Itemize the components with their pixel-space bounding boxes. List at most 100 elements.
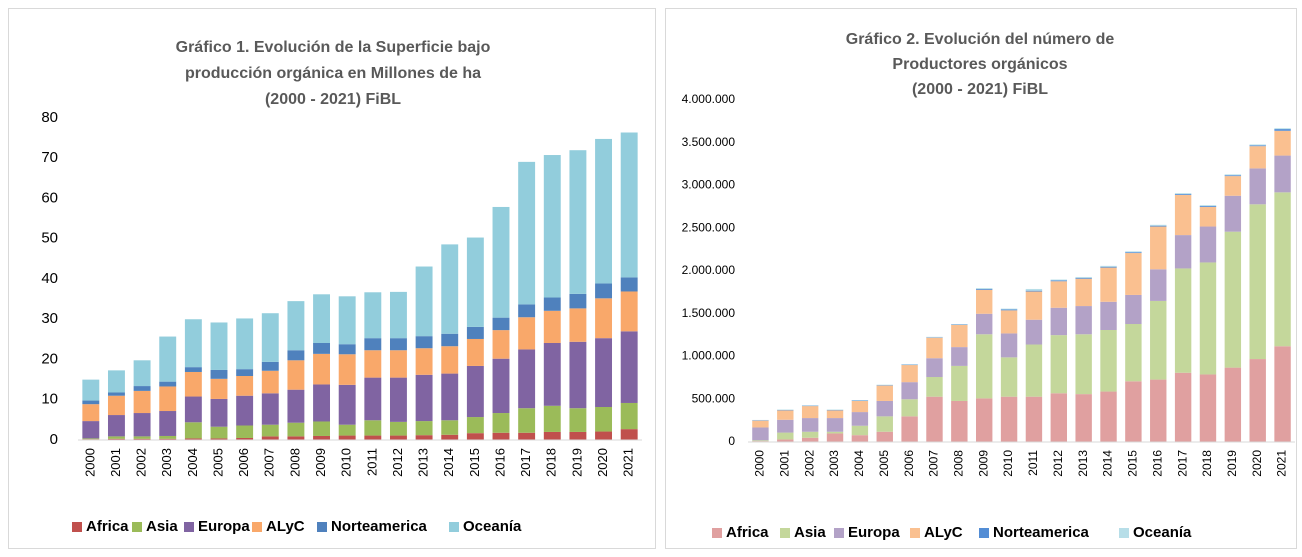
bar-segment [620, 402, 638, 430]
bar-segment [466, 417, 484, 434]
bar-segment [595, 283, 613, 299]
y-tick-label: 10 [41, 391, 58, 408]
bar-segment [313, 342, 331, 354]
legend-label: Africa [86, 518, 129, 535]
bar-segment [876, 416, 893, 432]
bar-segment [1224, 367, 1242, 442]
bar-segment [1000, 333, 1018, 358]
bar-segment [364, 420, 382, 436]
x-tick-label: 2015 [467, 448, 482, 477]
bar-segment [1150, 225, 1167, 227]
x-tick-label: 2003 [159, 448, 174, 477]
bar-segment [159, 386, 177, 412]
x-tick-label: 2012 [390, 448, 405, 477]
bar-segment [389, 377, 407, 422]
bar-segment [518, 317, 536, 350]
bar-segment [851, 412, 869, 426]
bar-segment [313, 384, 331, 422]
bar-segment [159, 435, 177, 439]
bar-segment [210, 438, 228, 440]
bar-segment [415, 348, 433, 375]
bar-segment [441, 373, 459, 421]
bar-segment [926, 337, 943, 359]
bar-segment [415, 421, 433, 436]
x-tick-label: 2011 [1026, 450, 1040, 476]
legend-swatch [910, 528, 920, 538]
chart-title: (2000 - 2021) FiBL [265, 91, 401, 108]
bar-segment [951, 324, 968, 348]
legend-label: Oceanía [463, 518, 522, 535]
x-tick-label: 2002 [802, 450, 816, 477]
bar-segment [975, 398, 993, 442]
bar-segment [492, 413, 510, 433]
x-tick-label: 2021 [621, 448, 636, 477]
bar-segment [620, 429, 638, 440]
bar-segment [1274, 192, 1291, 347]
chart-frame [665, 8, 1297, 549]
y-tick-label: 0 [50, 431, 58, 448]
bar-segment [338, 424, 356, 436]
x-tick-label: 2020 [1250, 450, 1264, 477]
bar-segment [210, 369, 228, 379]
bar-segment [184, 371, 202, 397]
bar-segment [569, 408, 587, 432]
x-tick-label: 2001 [108, 448, 123, 477]
bar-segment [159, 381, 177, 387]
bar-segment [951, 347, 968, 366]
bar-segment [1249, 168, 1266, 205]
bar-segment [951, 400, 968, 442]
bar-segment [569, 150, 587, 294]
y-tick-label: 40 [41, 270, 58, 287]
bar-segment [1249, 146, 1266, 169]
legend-label: Africa [726, 524, 769, 541]
bar-segment [1075, 276, 1092, 278]
bar-segment [107, 370, 125, 393]
bar-segment [1075, 334, 1092, 395]
x-tick-label: 2004 [185, 448, 200, 477]
bar-segment [1199, 205, 1217, 207]
bar-segment [801, 431, 819, 438]
bar-segment [777, 439, 794, 442]
legend-swatch [834, 528, 844, 538]
legend-label: ALyC [266, 518, 305, 535]
bar-segment [1050, 279, 1068, 281]
y-tick-label: 70 [41, 149, 58, 166]
bar-segment [1199, 206, 1217, 227]
x-tick-label: 2005 [210, 448, 225, 477]
y-tick-label: 0 [728, 434, 735, 448]
bar-segment [518, 304, 536, 318]
bar-segment [1174, 372, 1192, 442]
bar-segment [801, 437, 819, 442]
bar-segment [1000, 308, 1018, 310]
y-tick-label: 60 [41, 189, 58, 206]
bar-segment [1000, 396, 1018, 442]
bar-segment [826, 433, 844, 442]
bar-segment [364, 377, 382, 421]
bar-segment [313, 353, 331, 385]
bar-segment [82, 400, 100, 405]
bar-segment [261, 370, 279, 394]
bar-segment [543, 310, 561, 343]
bar-segment [518, 408, 536, 433]
bar-segment [236, 437, 254, 440]
bar-segment [1125, 251, 1142, 253]
bar-segment [466, 237, 484, 327]
legend-swatch [317, 522, 327, 532]
bar-segment [82, 379, 100, 401]
bar-segment [569, 293, 587, 309]
bar-segment [876, 431, 893, 442]
bar-segment [389, 350, 407, 378]
bar-segment [313, 421, 331, 436]
bar-segment [441, 434, 459, 440]
bar-segment [1274, 155, 1291, 193]
legend-label: ALyC [924, 524, 963, 541]
bar-segment [236, 395, 254, 426]
bar-segment [1025, 344, 1043, 397]
bar-segment [82, 421, 100, 439]
bar-segment [1050, 335, 1068, 394]
x-tick-label: 2014 [1101, 450, 1115, 477]
bar-segment [492, 206, 510, 318]
bar-segment [492, 317, 510, 331]
bar-segment [901, 365, 918, 383]
